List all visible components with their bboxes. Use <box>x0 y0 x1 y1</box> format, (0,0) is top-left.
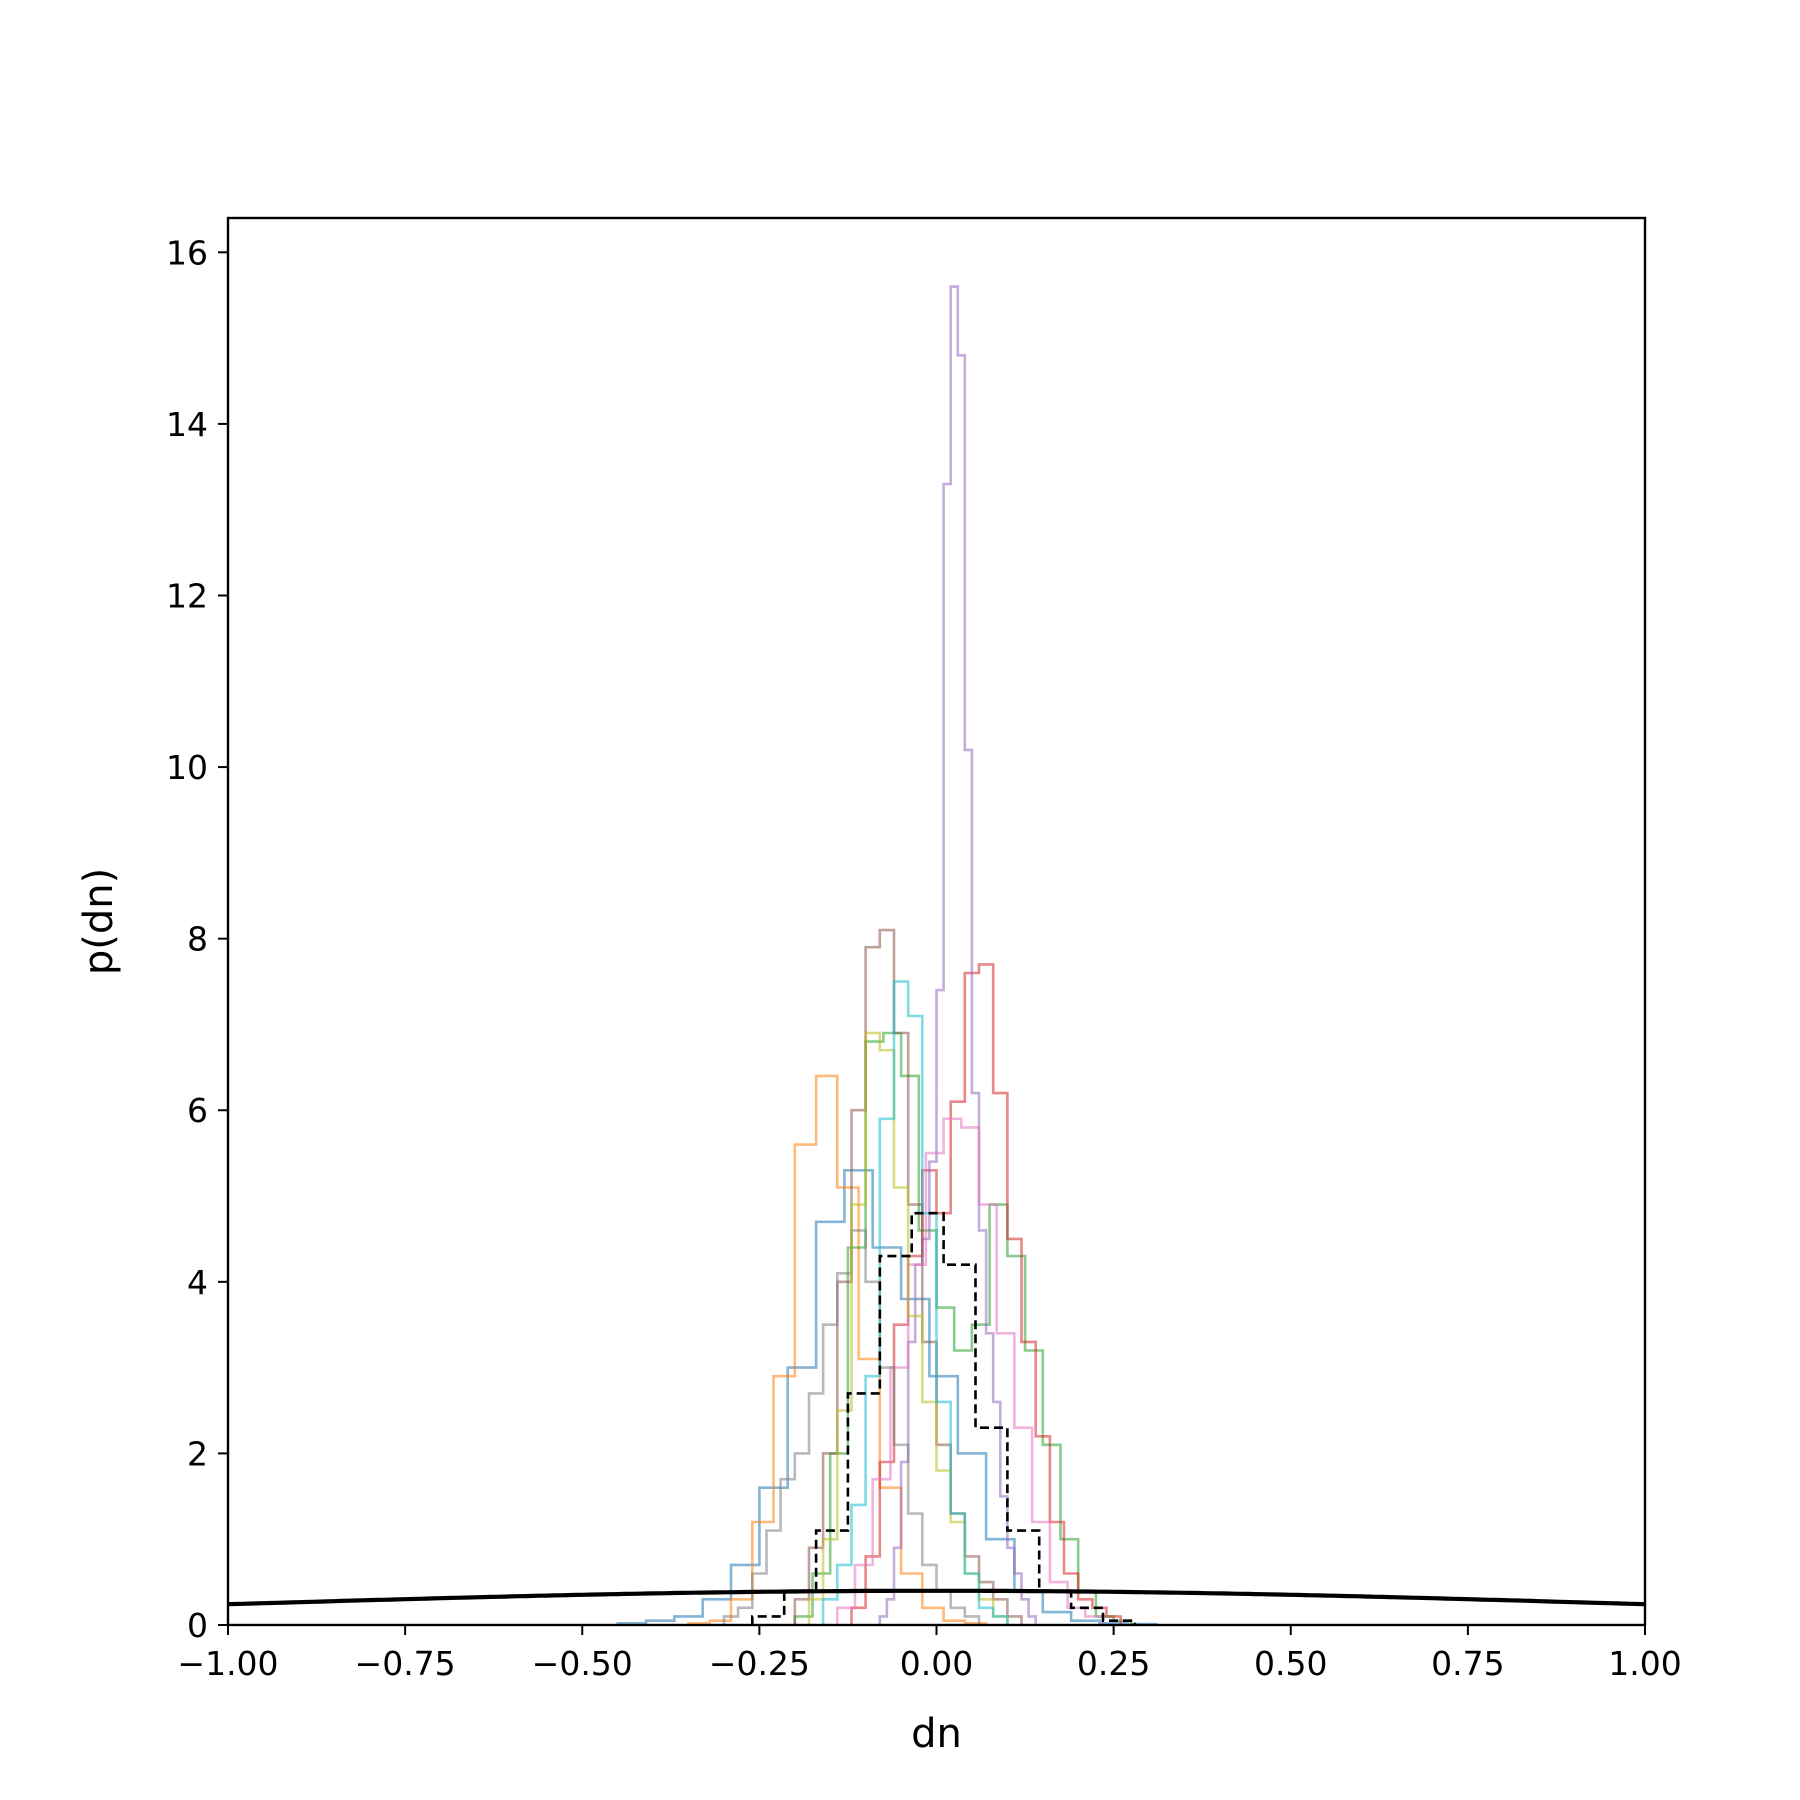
histogram-series-3 <box>793 1031 1133 1625</box>
reference-normal-curve <box>228 1588 1645 1607</box>
y-tick-label: 14 <box>166 405 208 444</box>
histogram-series-2 <box>687 1074 988 1625</box>
y-axis-label: p(dn) <box>76 868 122 975</box>
histogram-series-1 <box>616 1169 1158 1625</box>
histogram-series-mean-dashed <box>751 1211 1137 1625</box>
histogram-series-7 <box>836 1117 1105 1625</box>
x-tick-label: −1.00 <box>177 1644 278 1683</box>
x-tick-label: 0.75 <box>1431 1644 1504 1683</box>
histogram-series-5 <box>878 285 1037 1625</box>
y-tick-label: 0 <box>187 1606 208 1645</box>
x-tick-label: 0.25 <box>1077 1644 1150 1683</box>
y-tick-label: 6 <box>187 1091 208 1130</box>
y-axis-ticks: 0 2 4 6 8 10 12 14 16 <box>166 233 228 1645</box>
reference-curve-layer <box>228 1588 1645 1607</box>
x-tick-label: 0.00 <box>900 1644 973 1683</box>
x-tick-label: −0.50 <box>532 1644 633 1683</box>
y-tick-label: 2 <box>187 1434 208 1473</box>
axes-frame <box>226 216 1647 1627</box>
y-tick-label: 10 <box>166 748 208 787</box>
histogram-series-6 <box>793 928 1023 1625</box>
x-axis-label: dn <box>911 1711 962 1757</box>
y-tick-label: 16 <box>166 233 208 272</box>
x-tick-label: 0.50 <box>1254 1644 1327 1683</box>
x-tick-label: −0.25 <box>709 1644 810 1683</box>
x-axis-ticks: −1.00 −0.75 −0.50 −0.25 0.00 0.25 0.50 0.75 1.00 <box>177 1625 1682 1683</box>
x-tick-label: −0.75 <box>355 1644 456 1683</box>
y-tick-label: 4 <box>187 1263 208 1302</box>
y-tick-label: 8 <box>187 920 208 959</box>
y-tick-label: 12 <box>166 576 208 615</box>
x-tick-label: 1.00 <box>1608 1644 1681 1683</box>
